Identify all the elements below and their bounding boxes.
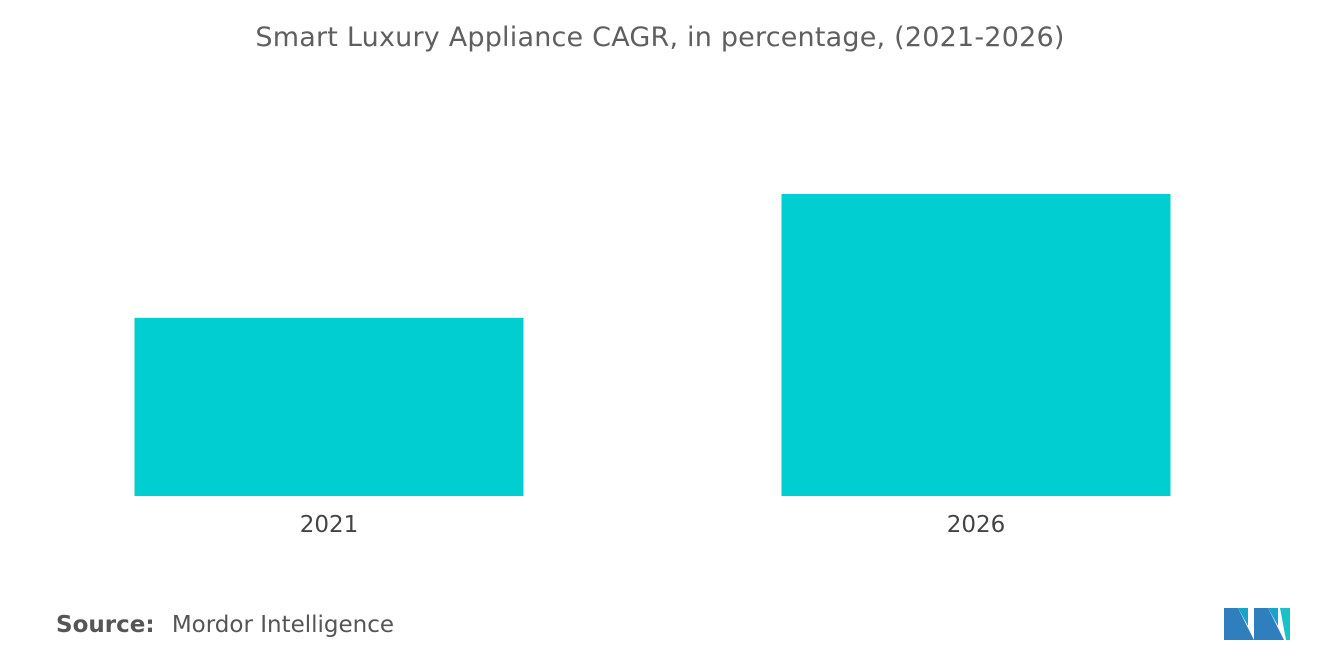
bar-2021 (134, 317, 524, 496)
mordor-intelligence-logo-icon (1224, 608, 1290, 640)
bar-2026 (781, 194, 1171, 496)
source-credit: Source: Mordor Intelligence (56, 612, 394, 638)
chart-title: Smart Luxury Appliance CAGR, in percenta… (255, 22, 1065, 53)
source-label: Source: (56, 612, 155, 638)
source-value: Mordor Intelligence (171, 612, 395, 638)
category-label-2021: 2021 (300, 512, 359, 538)
category-labels-group: 2021 2026 (300, 512, 1006, 538)
category-label-2026: 2026 (947, 512, 1006, 538)
bars-group (134, 194, 1171, 496)
